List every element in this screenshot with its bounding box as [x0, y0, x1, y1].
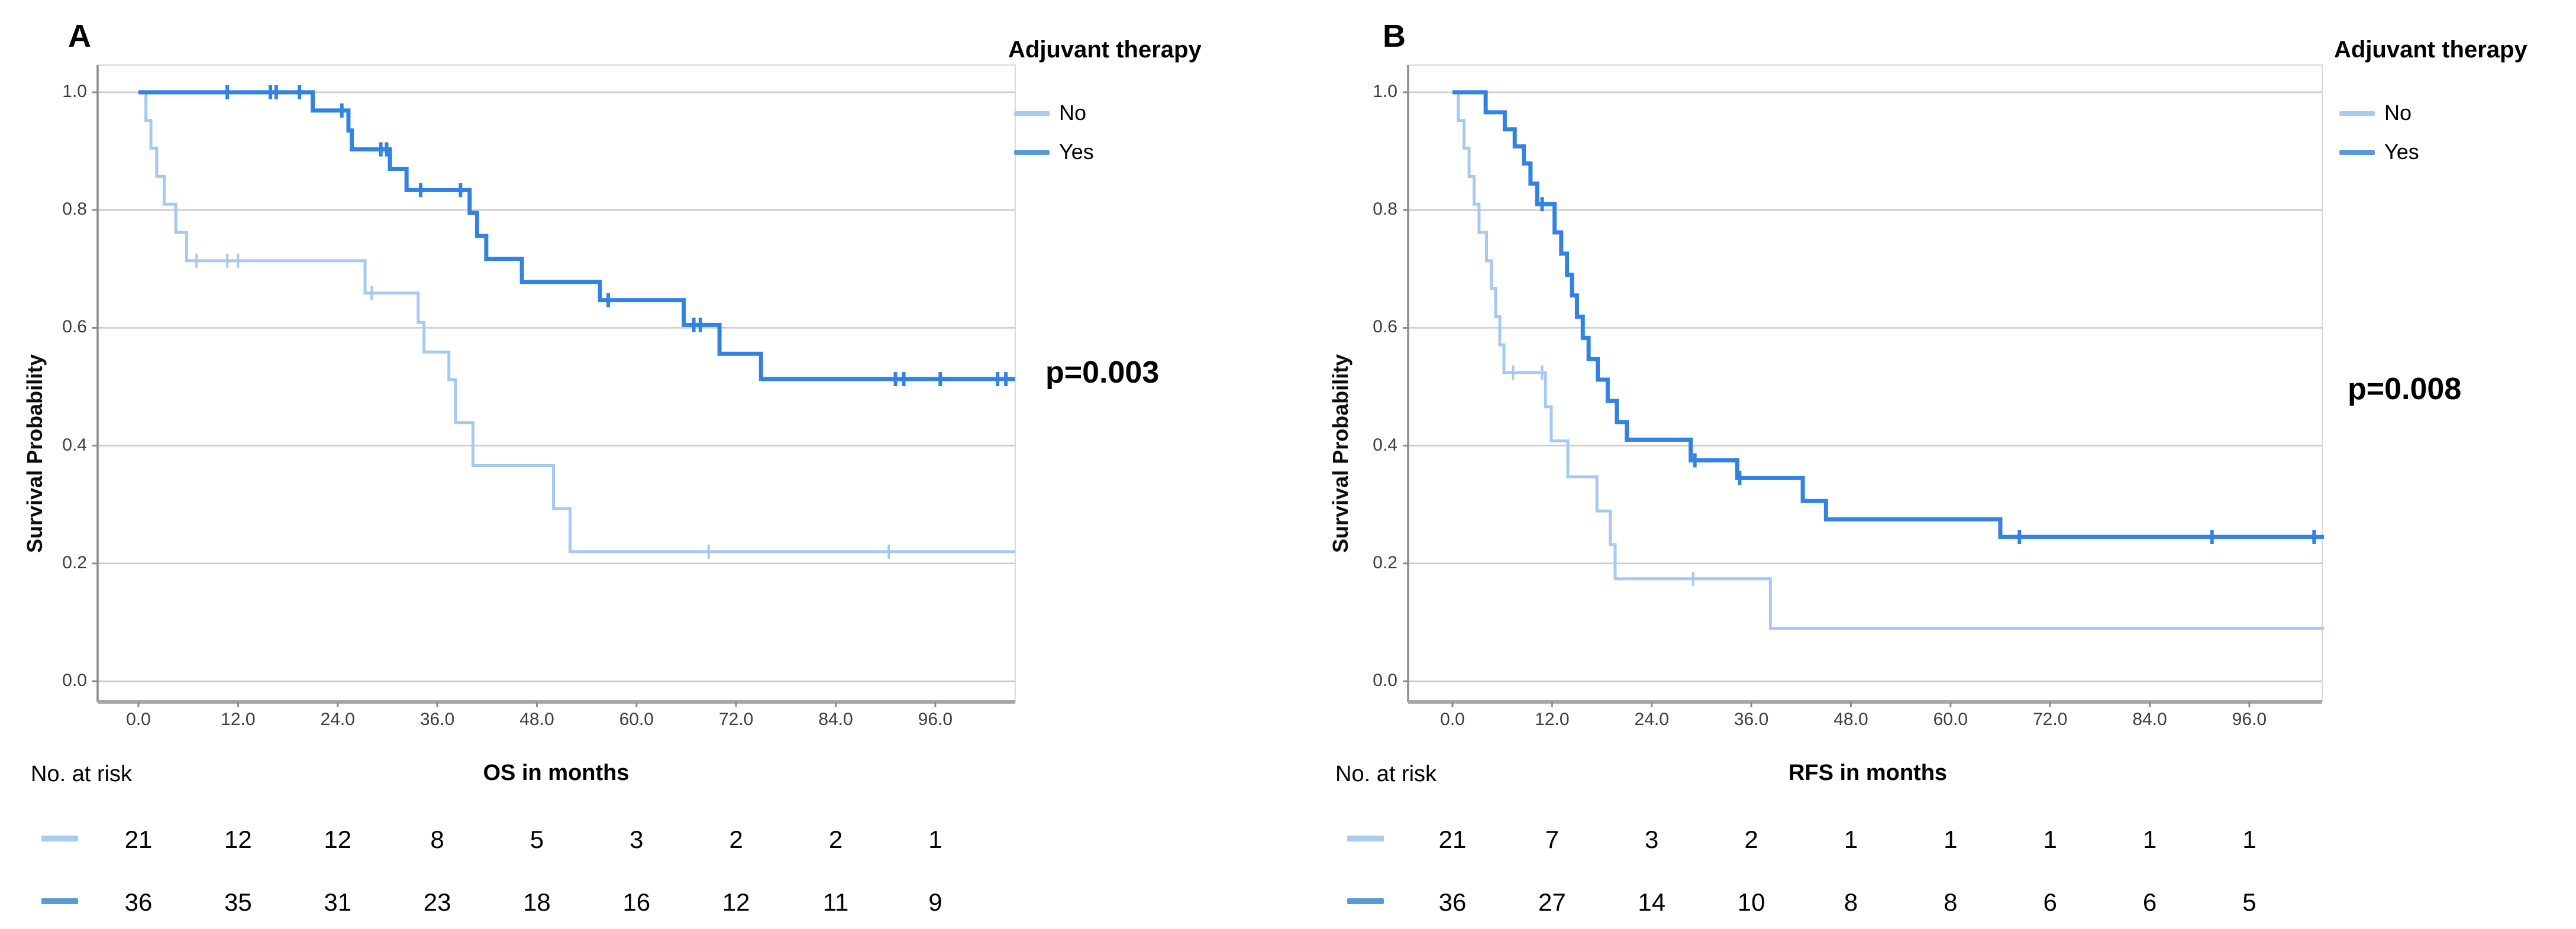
risk-count: 27 — [1538, 888, 1566, 916]
km-curve-no — [138, 90, 1015, 553]
risk-count: 1 — [2142, 826, 2157, 853]
x-tick-label: 36.0 — [1734, 710, 1769, 729]
risk-count: 3 — [1645, 826, 1659, 853]
legend-title-b: Adjuvant therapy — [2334, 37, 2527, 63]
risk-count: 12 — [224, 826, 252, 853]
risk-count: 23 — [423, 888, 451, 916]
risk-count: 8 — [430, 826, 444, 853]
risk-count: 21 — [1438, 826, 1467, 853]
x-tick-label: 84.0 — [2132, 710, 2167, 729]
risk-count: 10 — [1737, 888, 1765, 916]
risk-count: 6 — [2142, 888, 2157, 916]
risk-count: 1 — [1844, 826, 1858, 853]
risk-count: 7 — [1545, 826, 1560, 853]
y-tick-label: 0.0 — [62, 671, 87, 690]
risk-count: 5 — [530, 826, 544, 853]
risk-count: 1 — [1944, 826, 1958, 853]
risk-count: 2 — [729, 826, 743, 853]
panel-letter-b: B — [1383, 18, 1406, 54]
x-tick-label: 24.0 — [320, 710, 355, 729]
x-tick-label: 60.0 — [619, 710, 654, 729]
risk-count: 9 — [928, 888, 942, 916]
at-risk-label-b: No. at risk — [1335, 762, 1437, 786]
x-tick-label: 72.0 — [718, 710, 754, 729]
plot-area-a — [92, 64, 1016, 707]
x-tick-label: 0.0 — [126, 710, 151, 729]
risk-count: 12 — [722, 888, 750, 916]
p-value-b: p=0.008 — [2348, 372, 2462, 406]
risk-count: 31 — [324, 888, 352, 916]
x-tick-label: 48.0 — [519, 710, 554, 729]
legend-swatch-no-b — [2339, 111, 2375, 116]
y-tick-label: 0.6 — [1373, 317, 1397, 337]
legend-label-yes-b: Yes — [2384, 140, 2419, 164]
km-curve-yes — [1452, 90, 2325, 539]
legend-swatch-yes-b — [2339, 150, 2375, 155]
y-tick-label: 0.8 — [1373, 199, 1397, 219]
legend-swatch-no-a — [1014, 111, 1050, 116]
risk-count: 1 — [928, 826, 942, 853]
x-tick-label: 12.0 — [221, 710, 256, 729]
panel-letter-a: A — [68, 18, 91, 54]
risk-count: 21 — [124, 826, 153, 853]
at-risk-label-a: No. at risk — [31, 762, 133, 786]
x-tick-label: 12.0 — [1535, 710, 1570, 729]
risk-count: 3 — [630, 826, 644, 853]
risk-count: 8 — [1844, 888, 1858, 916]
y-tick-label: 0.2 — [62, 552, 87, 572]
y-tick-label: 0.2 — [1373, 552, 1397, 572]
y-tick-label: 0.6 — [62, 317, 87, 337]
legend-title-a: Adjuvant therapy — [1008, 37, 1202, 63]
x-tick-label: 0.0 — [1440, 710, 1465, 729]
risk-count: 5 — [2242, 888, 2257, 916]
x-tick-label: 24.0 — [1634, 710, 1669, 729]
risk-count: 8 — [1944, 888, 1958, 916]
risk-swatch-yes-a — [41, 898, 78, 904]
risk-count: 36 — [1438, 888, 1467, 916]
legend-swatch-yes-a — [1014, 150, 1050, 155]
x-tick-label: 96.0 — [918, 710, 953, 729]
x-tick-label: 84.0 — [818, 710, 853, 729]
plot-area-b — [1403, 64, 2325, 707]
panel-a: A Survival Probability 0.0 0.2 0.4 0.6 0.8 1.… — [22, 18, 1202, 916]
risk-count: 16 — [622, 888, 651, 916]
risk-count: 35 — [224, 888, 252, 916]
y-tick-label: 0.4 — [1373, 435, 1397, 455]
x-tick-label: 36.0 — [419, 710, 455, 729]
legend-label-yes-a: Yes — [1059, 140, 1094, 164]
p-value-a: p=0.003 — [1045, 355, 1160, 390]
risk-count: 18 — [523, 888, 551, 916]
y-tick-label: 0.8 — [62, 199, 87, 219]
risk-count: 1 — [2043, 826, 2057, 853]
km-curve-yes — [138, 90, 1015, 381]
risk-count: 1 — [2242, 826, 2257, 853]
risk-swatch-no-a — [41, 836, 78, 841]
risk-swatch-yes-b — [1347, 898, 1384, 904]
risk-count: 2 — [1744, 826, 1758, 853]
panel-b: B Survival Probability 0.0 0.2 0.4 0.6 0.8 1.… — [1288, 0, 2576, 929]
risk-count: 14 — [1638, 888, 1666, 916]
legend-label-no-b: No — [2384, 101, 2412, 125]
x-tick-label: 96.0 — [2232, 710, 2267, 729]
y-tick-label: 0.0 — [1373, 671, 1397, 690]
legend-label-no-a: No — [1059, 101, 1087, 125]
x-axis-title-a: OS in months — [483, 760, 630, 785]
y-tick-label: 1.0 — [62, 82, 87, 101]
km-curve-no — [1452, 90, 2325, 630]
risk-count: 12 — [324, 826, 352, 853]
risk-count: 2 — [828, 826, 843, 853]
risk-swatch-no-b — [1347, 836, 1384, 841]
x-tick-label: 60.0 — [1933, 710, 1968, 729]
x-axis-title-b: RFS in months — [1788, 760, 1948, 785]
plot-frame — [97, 64, 1016, 703]
y-tick-label: 1.0 — [1373, 82, 1397, 101]
x-tick-label: 72.0 — [2032, 710, 2068, 729]
y-tick-label: 0.4 — [62, 435, 87, 455]
risk-count: 6 — [2043, 888, 2057, 916]
risk-count: 11 — [822, 888, 849, 916]
risk-count: 36 — [124, 888, 153, 916]
x-tick-label: 48.0 — [1833, 710, 1868, 729]
